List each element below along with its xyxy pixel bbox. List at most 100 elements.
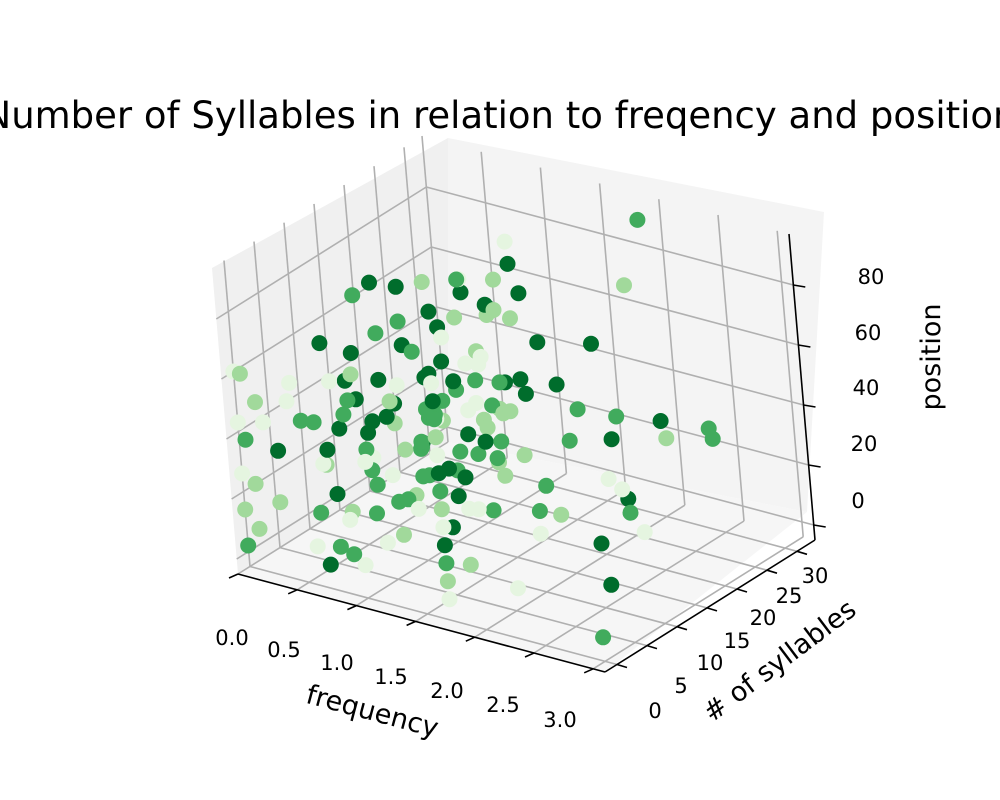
data-point [432,483,449,500]
data-point [485,502,502,519]
x-tick-mark [583,668,594,674]
x-tick-label: 0.0 [215,626,248,650]
data-point [344,287,361,304]
data-point [397,441,414,458]
data-point [479,419,496,436]
y-tick-label: 0 [648,699,661,723]
data-point [342,511,359,528]
data-point [603,576,620,593]
z-gridline-back [431,246,799,346]
z-tick-label: 80 [858,265,885,289]
data-point [305,414,322,431]
z-gridline-left [220,246,432,380]
data-point [438,555,455,572]
x-axis-line [237,573,606,673]
data-point [493,433,510,450]
z-gridline-back [436,306,804,406]
data-point [510,580,526,597]
data-point [600,471,617,487]
x-tick-mark [347,604,357,611]
data-point [335,406,352,423]
data-point [429,447,446,464]
data-point [608,408,625,425]
data-point [460,402,477,419]
x-tick-label: 2.0 [430,679,463,703]
y-tick-mark [736,588,748,593]
data-point [553,506,570,523]
data-point [387,278,404,295]
data-point [622,504,639,521]
z-tick-label: 40 [853,376,880,400]
data-point [517,385,534,402]
data-point [342,345,359,361]
data-point [569,401,586,418]
data-point [400,491,417,508]
data-point [652,413,669,429]
back-pane [448,138,824,512]
data-point [467,372,484,389]
y-gridline-floor [309,527,678,628]
data-point [616,277,632,294]
data-point [502,310,518,327]
data-point [497,467,514,484]
y-tick-labels: 0 5 10 15 20 25 30 [648,564,828,723]
data-point [272,494,289,511]
data-point [319,441,336,458]
data-point [281,374,298,391]
data-point [329,486,346,502]
y-gridline-floor [369,490,738,590]
data-point [457,469,474,486]
z-tick-mark [798,344,811,348]
data-point [423,375,440,392]
y-tick-label: 30 [802,564,829,588]
data-point [240,537,257,554]
x-axis-label: frequency [303,679,442,744]
data-point [381,393,398,410]
data-point [339,392,356,409]
data-point [516,447,533,464]
x-tick-mark [228,573,239,579]
data-point [470,501,487,518]
y-tick-mark [676,625,688,631]
data-point [367,325,384,342]
data-point [470,446,487,462]
z-tick-label: 60 [855,321,882,345]
data-point [332,538,349,555]
data-point [379,534,396,551]
y-tick-label: 15 [724,629,751,653]
data-point [448,271,465,288]
data-point [322,556,339,573]
data-point [426,411,443,428]
data-point [441,591,458,608]
y-gridline-floor [249,565,618,666]
data-point [247,394,263,411]
data-point [496,233,513,250]
y-tick-label: 5 [674,674,687,698]
data-point [346,546,363,563]
data-point [629,211,646,228]
y-tick-mark [706,607,718,612]
data-point [424,393,441,410]
z-tick-label: 0 [851,489,864,513]
y-tick-mark [616,663,628,669]
x-gridline-floor [533,520,745,654]
data-point [255,414,271,431]
z-axis-label: position [916,304,947,411]
data-point [309,538,326,555]
z-gridline-left [215,186,427,320]
data-point [433,329,450,346]
data-point [315,455,332,472]
x-tick-label: 2.5 [486,693,519,717]
data-point [499,255,516,272]
data-point [593,535,610,552]
data-point [529,334,546,351]
left-pane [212,138,448,574]
data-point [231,365,248,382]
data-point [548,376,565,393]
x-tick-labels: 0.0 0.5 1.0 1.5 2.0 2.5 3.0 [215,626,576,732]
data-point [384,467,401,484]
z-tick-mark [793,284,806,288]
data-point [396,526,412,543]
data-point [435,519,452,536]
data-point [462,556,479,573]
